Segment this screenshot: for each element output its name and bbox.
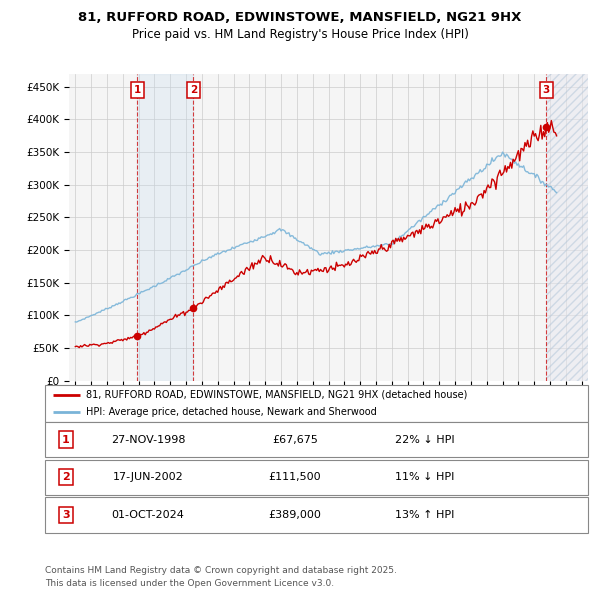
Text: 2: 2 — [190, 85, 197, 95]
Text: 27-NOV-1998: 27-NOV-1998 — [111, 435, 185, 444]
Text: 22% ↓ HPI: 22% ↓ HPI — [395, 435, 455, 444]
Text: 81, RUFFORD ROAD, EDWINSTOWE, MANSFIELD, NG21 9HX: 81, RUFFORD ROAD, EDWINSTOWE, MANSFIELD,… — [79, 11, 521, 24]
Bar — [137, 74, 193, 381]
Text: 01-OCT-2024: 01-OCT-2024 — [112, 510, 185, 520]
Text: Price paid vs. HM Land Registry's House Price Index (HPI): Price paid vs. HM Land Registry's House … — [131, 28, 469, 41]
Text: 3: 3 — [62, 510, 70, 520]
Text: £111,500: £111,500 — [268, 473, 321, 482]
Text: 2: 2 — [62, 473, 70, 482]
Text: 17-JUN-2002: 17-JUN-2002 — [113, 473, 184, 482]
Bar — [546, 74, 588, 381]
Text: 1: 1 — [62, 435, 70, 444]
Bar — [546, 74, 588, 381]
Text: 1: 1 — [134, 85, 141, 95]
Text: 81, RUFFORD ROAD, EDWINSTOWE, MANSFIELD, NG21 9HX (detached house): 81, RUFFORD ROAD, EDWINSTOWE, MANSFIELD,… — [86, 390, 467, 399]
Text: 11% ↓ HPI: 11% ↓ HPI — [395, 473, 455, 482]
Text: £67,675: £67,675 — [272, 435, 318, 444]
Text: HPI: Average price, detached house, Newark and Sherwood: HPI: Average price, detached house, Newa… — [86, 407, 376, 417]
Text: 3: 3 — [542, 85, 550, 95]
Text: 13% ↑ HPI: 13% ↑ HPI — [395, 510, 455, 520]
Text: £389,000: £389,000 — [268, 510, 321, 520]
Text: Contains HM Land Registry data © Crown copyright and database right 2025.
This d: Contains HM Land Registry data © Crown c… — [45, 566, 397, 588]
